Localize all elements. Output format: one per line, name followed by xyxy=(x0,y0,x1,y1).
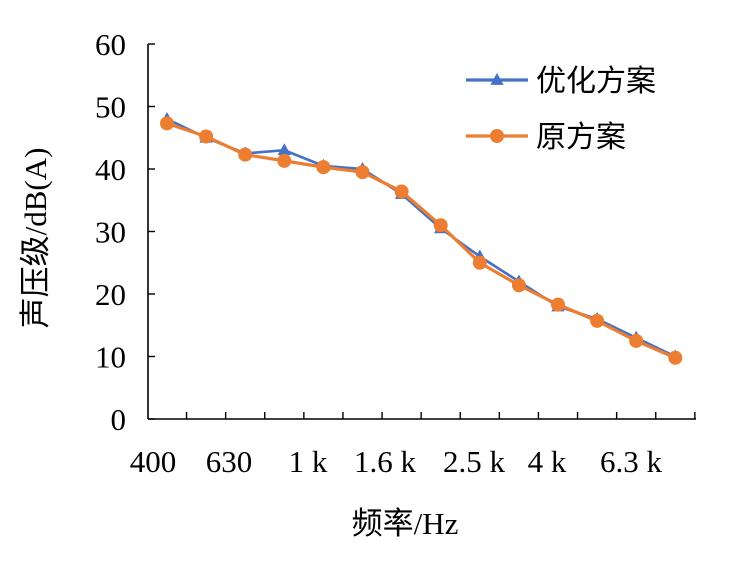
data-point xyxy=(394,184,409,199)
data-point xyxy=(316,160,331,175)
y-tick-label: 20 xyxy=(95,277,126,312)
legend-item-1: 优化方案 xyxy=(466,65,656,98)
x-tick-label: 2.5 k xyxy=(443,444,506,479)
data-point xyxy=(590,313,605,328)
data-point xyxy=(199,129,214,144)
x-tick-label: 630 xyxy=(206,444,253,479)
y-tick-label: 50 xyxy=(95,90,126,125)
x-tick-label: 6.3 k xyxy=(600,444,663,479)
data-point xyxy=(511,278,526,293)
x-tick-label: 4 k xyxy=(528,444,567,479)
y-tick-label: 40 xyxy=(95,152,126,187)
data-point xyxy=(551,297,565,312)
y-tick-label: 60 xyxy=(95,27,126,62)
data-point xyxy=(629,333,644,348)
data-point xyxy=(277,153,292,168)
series-2 xyxy=(160,116,683,365)
x-tick-label: 1 k xyxy=(289,444,328,479)
x-tick-label: 1.6 k xyxy=(354,444,417,479)
x-tick-label: 400 xyxy=(130,444,177,479)
y-axis-title: 声压级/dB(A) xyxy=(18,148,53,329)
y-tick-label: 30 xyxy=(95,215,126,250)
legend-label: 原方案 xyxy=(536,121,626,154)
legend-marker xyxy=(490,73,504,85)
data-point xyxy=(668,350,683,365)
x-axis-title: 频率/Hz xyxy=(352,506,459,541)
data-point xyxy=(433,218,448,233)
y-tick-label: 10 xyxy=(95,340,126,375)
legend-marker xyxy=(490,129,504,143)
data-point xyxy=(160,116,174,131)
y-tick-label: 0 xyxy=(111,402,127,437)
data-point xyxy=(355,165,370,180)
legend-item-2: 原方案 xyxy=(466,121,626,154)
data-point xyxy=(238,147,253,162)
data-point xyxy=(277,143,291,156)
legend-label: 优化方案 xyxy=(536,65,656,98)
data-point xyxy=(472,255,487,270)
